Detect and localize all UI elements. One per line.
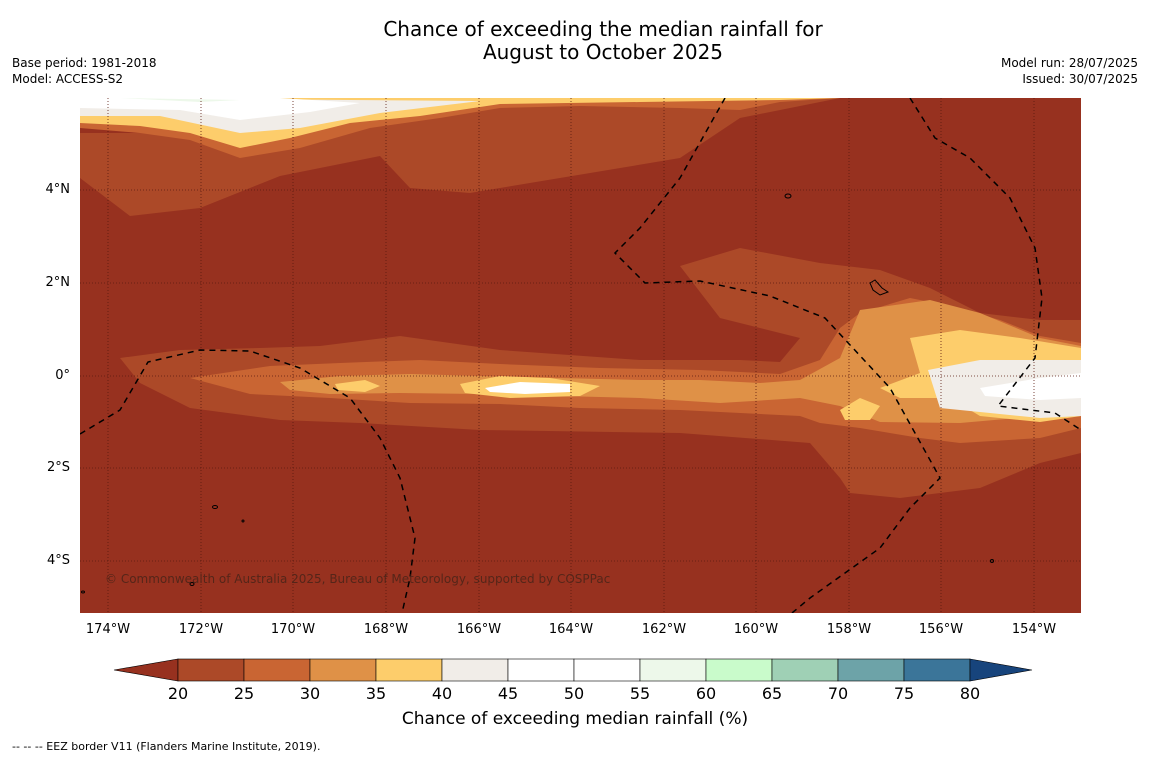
colorbar-tick-label: 25	[233, 684, 255, 703]
equator-band-50b	[980, 373, 1081, 400]
colorbar-extend-high	[969, 658, 1033, 682]
colorbar-tick-label: 75	[893, 684, 915, 703]
lon-label: 154°W	[1011, 622, 1057, 637]
lat-label: 4°S	[46, 553, 70, 568]
colorbar-swatch	[639, 658, 707, 682]
colorbar-tick-label: 80	[959, 684, 981, 703]
colorbar-swatch	[243, 658, 311, 682]
islands	[81, 193, 994, 594]
lon-label: 158°W	[826, 622, 872, 637]
map-title: Chance of exceeding the median rainfall …	[0, 18, 1150, 64]
colorbar-swatch	[903, 658, 971, 682]
lat-label: 4°N	[45, 182, 71, 197]
colorbar-tick-label: 35	[365, 684, 387, 703]
colorbar-tick-label: 70	[827, 684, 849, 703]
equator-band-40	[335, 380, 380, 392]
colorbar-swatch	[309, 658, 377, 682]
lat-label: 2°S	[46, 460, 70, 475]
eez-borders	[80, 98, 1081, 613]
lon-label: 172°W	[178, 622, 224, 637]
equator-band-40d	[840, 398, 880, 420]
lon-label: 162°W	[641, 622, 687, 637]
colorbar-tick-label: 30	[299, 684, 321, 703]
colorbar-title: Chance of exceeding median rainfall (%)	[401, 709, 749, 729]
lon-label: 164°W	[548, 622, 594, 637]
lon-label: 166°W	[456, 622, 502, 637]
colorbar	[113, 658, 1033, 682]
colorbar-swatch	[441, 658, 509, 682]
rainfall-map	[80, 98, 1081, 613]
colorbar-tick-label: 20	[167, 684, 189, 703]
lat-label: 2°N	[45, 275, 71, 290]
colorbar-tick-label: 40	[431, 684, 453, 703]
colorbar-swatch	[771, 658, 839, 682]
graticule	[80, 98, 1081, 613]
lon-label: 174°W	[85, 622, 131, 637]
issued-date: Issued: 30/07/2025	[1022, 72, 1138, 86]
lon-label: 160°W	[733, 622, 779, 637]
base-period: Base period: 1981-2018	[12, 56, 157, 70]
colorbar-tick-label: 65	[761, 684, 783, 703]
colorbar-swatch	[177, 658, 245, 682]
meta-left: Base period: 1981-2018 Model: ACCESS-S2	[12, 55, 157, 87]
colorbar-tick-label: 55	[629, 684, 651, 703]
lat-label: 0°	[55, 368, 70, 383]
meta-right: Model run: 28/07/2025 Issued: 30/07/2025	[1001, 55, 1138, 87]
colorbar-swatch	[573, 658, 641, 682]
colorbar-tick-label: 50	[563, 684, 585, 703]
equator-band-50	[485, 382, 570, 394]
lon-label: 156°W	[918, 622, 964, 637]
colorbar-swatch	[507, 658, 575, 682]
lon-label: 168°W	[363, 622, 409, 637]
model-name: Model: ACCESS-S2	[12, 72, 124, 86]
north-band-50	[80, 98, 360, 120]
colorbar-swatch	[375, 658, 443, 682]
colorbar-tick-label: 45	[497, 684, 519, 703]
model-run: Model run: 28/07/2025	[1000, 56, 1138, 70]
title-line-1: Chance of exceeding the median rainfall …	[383, 17, 823, 41]
colorbar-swatch	[705, 658, 773, 682]
colorbar-tick-label: 60	[695, 684, 717, 703]
colorbar-extend-low	[113, 658, 179, 682]
copyright-notice: © Commonwealth of Australia 2025, Bureau…	[105, 572, 611, 586]
colorbar-swatch	[837, 658, 905, 682]
title-line-2: August to October 2025	[482, 40, 724, 64]
lon-label: 170°W	[270, 622, 316, 637]
eez-note: -- -- -- EEZ border V11 (Flanders Marine…	[12, 740, 321, 753]
north-band-60	[120, 98, 240, 102]
